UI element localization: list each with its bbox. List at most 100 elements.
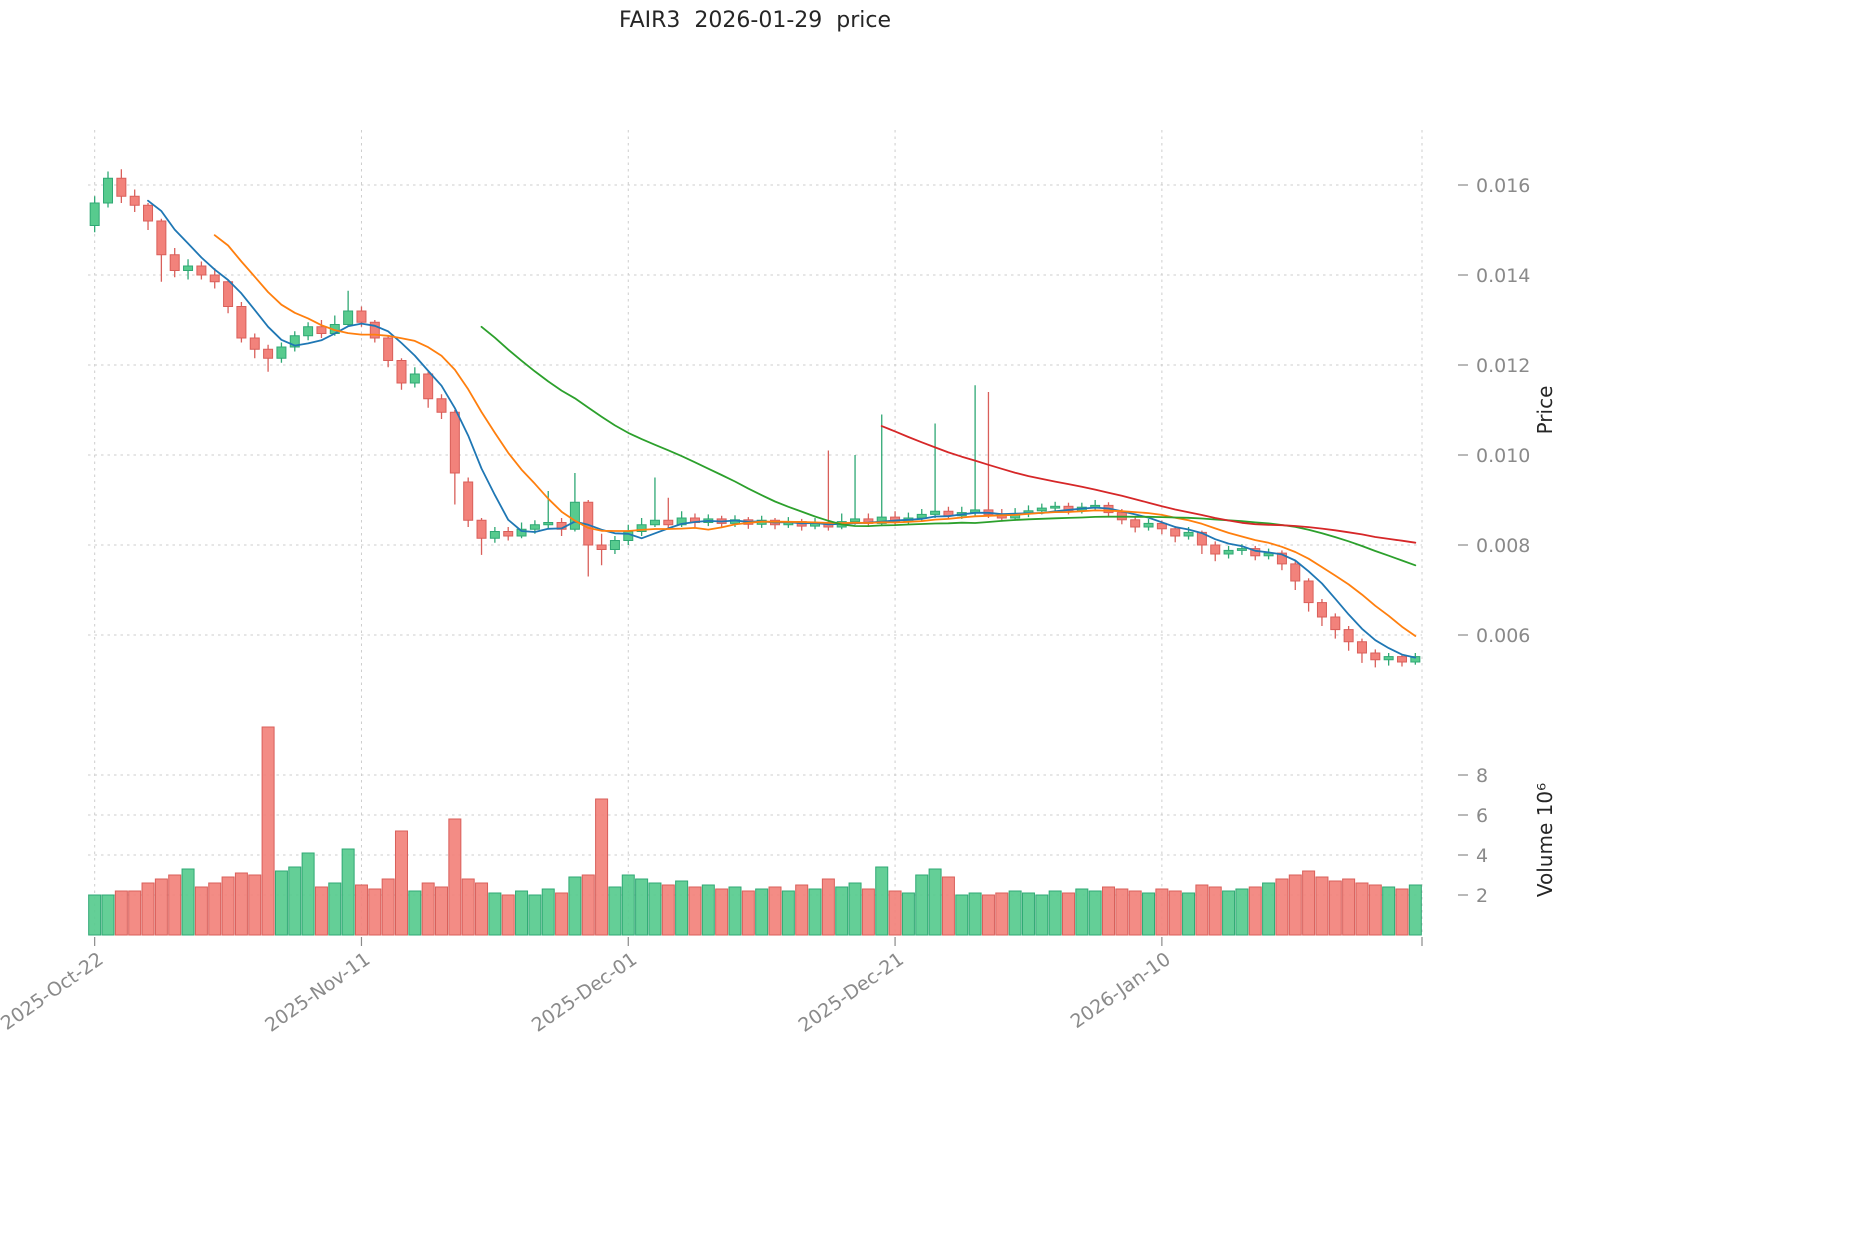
date-tick-label: 2025-Dec-01 — [528, 948, 641, 1037]
volume-bar — [555, 892, 569, 936]
volume-tick-label: 6 — [1476, 805, 1488, 827]
volume-bar — [728, 886, 742, 936]
volume-bar — [288, 866, 302, 936]
candle-body — [1143, 522, 1154, 528]
volume-bar — [648, 882, 662, 936]
volume-bar — [741, 890, 755, 936]
candle-body — [1276, 552, 1287, 565]
volume-bar — [1288, 874, 1302, 936]
moving-averages-layer — [147, 199, 1417, 659]
volume-bar — [1021, 892, 1035, 936]
price-tick-label: 0.010 — [1476, 445, 1530, 467]
volume-bar — [968, 892, 982, 936]
volume-bar — [675, 880, 689, 936]
candle-body — [223, 281, 234, 307]
candle-body — [529, 524, 540, 530]
volume-bar — [795, 884, 809, 936]
candle-body — [156, 220, 167, 256]
volume-bar — [1155, 888, 1169, 936]
candle-body — [649, 519, 660, 526]
candle-body — [1383, 656, 1394, 661]
candle-body — [1410, 656, 1421, 663]
volume-bar — [661, 884, 675, 936]
candle-body — [236, 306, 247, 339]
volume-bar — [1035, 894, 1049, 936]
volume-bar — [248, 874, 262, 936]
volume-bar — [128, 890, 142, 936]
candle-body — [1370, 652, 1381, 661]
candles-layer — [89, 169, 1421, 668]
volume-bar — [301, 852, 315, 936]
volume-bar — [808, 888, 822, 936]
gridlines-layer — [88, 130, 1423, 935]
volume-bar — [1208, 886, 1222, 936]
volume-bar — [154, 878, 168, 936]
volume-bar — [821, 878, 835, 936]
candle-body — [183, 265, 194, 271]
volume-bars-layer — [88, 726, 1422, 936]
volume-bar — [394, 830, 408, 936]
volume-bar — [755, 888, 769, 936]
candle-body — [1356, 641, 1367, 654]
candle-body — [489, 531, 500, 539]
price-tick-label: 0.012 — [1476, 355, 1530, 377]
candle-body — [1316, 602, 1327, 618]
volume-bar — [621, 874, 635, 936]
volume-bar — [595, 798, 609, 936]
volume-bar — [541, 888, 555, 936]
price-tick-label: 0.016 — [1476, 175, 1530, 197]
price-tick-label: 0.006 — [1476, 625, 1530, 647]
volume-bar — [848, 882, 862, 936]
volume-bar — [1395, 888, 1409, 936]
candle-body — [1343, 629, 1354, 643]
volume-bar — [501, 894, 515, 936]
candle-body — [543, 522, 554, 526]
volume-bar — [274, 870, 288, 936]
candle-body — [276, 346, 287, 359]
volume-bar — [1302, 870, 1316, 936]
candle-body — [396, 360, 407, 384]
candle-body — [303, 326, 314, 337]
volume-bar — [328, 882, 342, 936]
candle-body — [1170, 528, 1181, 537]
volume-bar — [1128, 890, 1142, 936]
volume-bar — [1382, 886, 1396, 936]
candle-body — [423, 373, 434, 400]
volume-bar — [888, 890, 902, 936]
volume-bar — [515, 890, 529, 936]
candle-body — [436, 398, 447, 413]
volume-bar — [768, 886, 782, 936]
candle-body — [930, 510, 941, 515]
volume-bar — [314, 886, 328, 936]
volume-bar — [261, 726, 275, 936]
candle-body — [569, 501, 580, 530]
candle-body — [89, 202, 100, 226]
volume-bar — [234, 872, 248, 936]
volume-bar — [141, 882, 155, 936]
candle-body — [209, 274, 220, 283]
volume-bar — [941, 876, 955, 936]
candle-body — [609, 540, 620, 550]
volume-bar — [1088, 890, 1102, 936]
candle-body — [1210, 544, 1221, 555]
volume-bar — [608, 886, 622, 936]
volume-bar — [581, 874, 595, 936]
volume-bar — [101, 894, 115, 936]
date-tick-label: 2025-Oct-22 — [0, 948, 108, 1035]
volume-bar — [701, 884, 715, 936]
volume-bar — [915, 874, 929, 936]
candle-body — [1050, 505, 1061, 509]
volume-bar — [208, 882, 222, 936]
volume-bar — [221, 876, 235, 936]
volume-bar — [488, 892, 502, 936]
volume-bar — [168, 874, 182, 936]
volume-bar — [1315, 876, 1329, 936]
volume-bar — [688, 886, 702, 936]
volume-tick-label: 8 — [1476, 765, 1488, 787]
candle-body — [1290, 563, 1301, 582]
volume-bar — [475, 882, 489, 936]
volume-bar — [1235, 888, 1249, 936]
volume-bar — [1328, 880, 1342, 936]
volume-bar — [528, 894, 542, 936]
